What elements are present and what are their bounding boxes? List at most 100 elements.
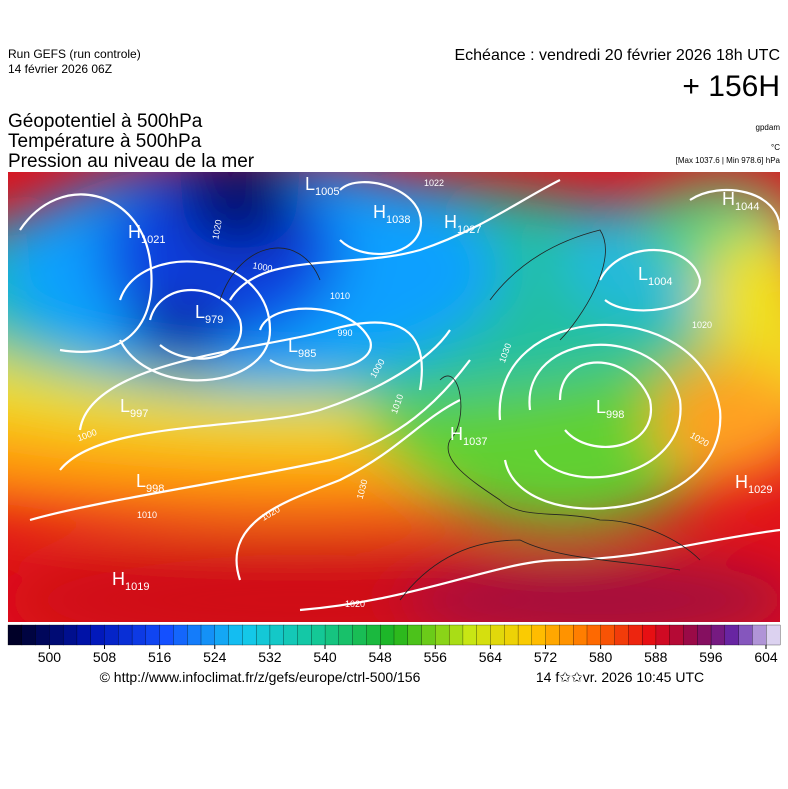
color-swatch	[311, 624, 326, 646]
colorbar-label: 556	[424, 649, 448, 665]
isobars	[19, 179, 780, 612]
pressure-center: L1004	[638, 264, 673, 288]
center-type: H	[444, 212, 457, 232]
center-type: L	[120, 396, 130, 416]
center-type: H	[722, 189, 735, 209]
pressure-center: L998	[596, 397, 624, 421]
pressure-center: H1027	[444, 212, 481, 236]
center-value: 1019	[125, 581, 149, 593]
center-value: 985	[298, 348, 316, 360]
color-swatch	[173, 624, 188, 646]
center-type: L	[305, 174, 315, 194]
center-value: 1038	[386, 214, 410, 226]
color-swatch	[490, 624, 505, 646]
colorbar-label: 564	[479, 649, 503, 665]
field-name: Pression au niveau de la mer	[8, 151, 255, 172]
pressure-center: L985	[288, 336, 316, 360]
field-name: Température à 500hPa	[8, 131, 202, 152]
source-url: © http://www.infoclimat.fr/z/gefs/europe…	[100, 669, 421, 685]
color-swatch	[352, 624, 367, 646]
color-swatch	[545, 624, 560, 646]
color-swatch	[200, 624, 216, 646]
color-swatch	[435, 624, 450, 646]
color-swatch	[448, 624, 464, 646]
center-type: L	[288, 336, 298, 356]
center-type: H	[128, 222, 141, 242]
isobar-label: 1010	[137, 510, 157, 520]
color-swatch	[421, 624, 436, 646]
pressure-center: H1037	[450, 424, 487, 448]
color-swatch	[35, 624, 50, 646]
center-value: 1004	[648, 276, 672, 288]
colorbar-label: 596	[699, 649, 723, 665]
colorbar-label: 500	[38, 649, 62, 665]
field-name: Géopotentiel à 500hPa	[8, 111, 203, 132]
color-swatch	[366, 624, 381, 646]
color-swatch	[393, 624, 409, 646]
color-swatch	[62, 624, 78, 646]
color-swatch	[517, 624, 533, 646]
colorbar-label: 524	[203, 649, 227, 665]
color-swatch	[187, 624, 202, 646]
pressure-center: H1044	[722, 189, 759, 213]
coastlines	[219, 229, 701, 601]
timestamp: 14 f✩✩vr. 2026 10:45 UTC	[536, 669, 704, 685]
isobar-label: 1022	[424, 178, 444, 188]
colorbar-label: 604	[754, 649, 778, 665]
color-swatch	[407, 624, 423, 646]
color-swatch	[559, 624, 574, 646]
center-type: H	[450, 424, 463, 444]
color-swatch	[297, 624, 312, 646]
center-value: 1029	[748, 484, 772, 496]
colorbar-label: 572	[534, 649, 558, 665]
center-value: 1027	[457, 224, 481, 236]
color-swatch	[669, 624, 684, 646]
color-swatch	[104, 624, 119, 646]
pressure-range: [Max 1037.6 | Min 978.6] hPa	[676, 156, 781, 165]
colorbar-label: 548	[368, 649, 392, 665]
color-swatch	[504, 624, 519, 646]
color-swatch	[21, 624, 37, 646]
colorbar-label: 532	[258, 649, 282, 665]
run-date: 14 février 2026 06Z	[8, 62, 112, 76]
unit: °C	[771, 143, 780, 152]
pressure-center: L998	[136, 471, 164, 495]
pressure-center: H1019	[112, 569, 149, 593]
center-type: L	[136, 471, 146, 491]
color-swatch	[214, 624, 230, 646]
center-value: 997	[130, 408, 148, 420]
color-swatch	[710, 624, 726, 646]
color-swatch	[269, 624, 285, 646]
color-swatch	[131, 624, 147, 646]
pressure-center: L997	[120, 396, 148, 420]
center-value: 1005	[315, 186, 339, 198]
colorbar-label: 516	[148, 649, 172, 665]
color-swatch	[655, 624, 671, 646]
pressure-center: H1021	[128, 222, 165, 246]
center-type: L	[638, 264, 648, 284]
isobar-label: 1020	[692, 320, 712, 330]
colorbar: 500 508 516 524 532 540 548 556 564 572 580 588 596 6…	[7, 624, 781, 665]
colorbar-label: 588	[644, 649, 668, 665]
pressure-center: L1005	[305, 174, 340, 198]
pressure-center: L979	[195, 302, 223, 326]
unit: gpdam	[756, 123, 781, 132]
isobar-label: 1020	[210, 219, 223, 240]
pressure-center: H1038	[373, 202, 410, 226]
colorbar-label: 508	[93, 649, 117, 665]
color-swatch	[573, 624, 588, 646]
center-value: 979	[205, 314, 223, 326]
color-swatch	[614, 624, 629, 646]
color-swatch	[683, 624, 698, 646]
center-type: H	[373, 202, 386, 222]
color-swatch	[242, 624, 257, 646]
color-swatch	[228, 624, 243, 646]
center-type: L	[596, 397, 606, 417]
color-swatch	[283, 624, 298, 646]
color-swatch	[476, 624, 491, 646]
center-value: 1044	[735, 201, 759, 213]
center-value: 998	[606, 409, 624, 421]
color-swatch	[145, 624, 161, 646]
center-value: 998	[146, 483, 164, 495]
